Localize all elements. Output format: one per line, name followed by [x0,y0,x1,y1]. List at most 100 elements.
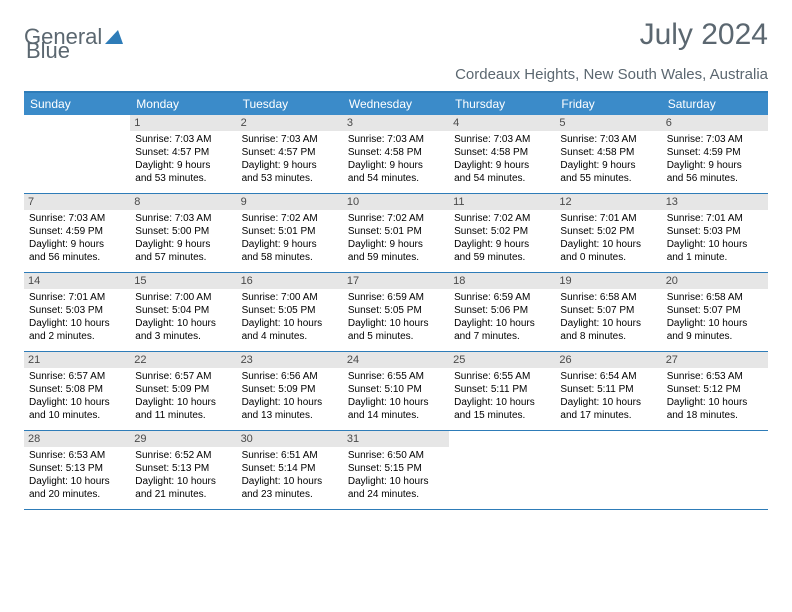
calendar-page: General July 2024 Blue Cordeaux Heights,… [0,0,792,528]
daylight-text: Daylight: 10 hours [560,396,656,409]
sunset-text: Sunset: 5:14 PM [242,462,338,475]
day-number: 24 [343,352,449,368]
day-cell: 20Sunrise: 6:58 AMSunset: 5:07 PMDayligh… [662,273,768,351]
week-row: 14Sunrise: 7:01 AMSunset: 5:03 PMDayligh… [24,273,768,352]
sunrise-text: Sunrise: 6:59 AM [454,291,550,304]
day-header-row: Sunday Monday Tuesday Wednesday Thursday… [24,93,768,115]
day-cell: 11Sunrise: 7:02 AMSunset: 5:02 PMDayligh… [449,194,555,272]
daylight-text: and 56 minutes. [667,172,763,185]
sunset-text: Sunset: 5:04 PM [135,304,231,317]
daylight-text: Daylight: 9 hours [242,238,338,251]
day-number: 21 [24,352,130,368]
daylight-text: and 23 minutes. [242,488,338,501]
logo-triangle-icon [105,24,123,50]
calendar-grid: Sunday Monday Tuesday Wednesday Thursday… [24,91,768,510]
day-number: 12 [555,194,661,210]
day-cell: 10Sunrise: 7:02 AMSunset: 5:01 PMDayligh… [343,194,449,272]
day-number: 26 [555,352,661,368]
daylight-text: and 59 minutes. [454,251,550,264]
daylight-text: Daylight: 10 hours [560,238,656,251]
sunset-text: Sunset: 5:15 PM [348,462,444,475]
day-number: 4 [449,115,555,131]
daylight-text: and 5 minutes. [348,330,444,343]
sunset-text: Sunset: 4:57 PM [242,146,338,159]
daylight-text: and 7 minutes. [454,330,550,343]
daylight-text: and 17 minutes. [560,409,656,422]
daylight-text: and 15 minutes. [454,409,550,422]
daylight-text: Daylight: 10 hours [454,317,550,330]
sunset-text: Sunset: 5:05 PM [242,304,338,317]
sunset-text: Sunset: 4:59 PM [667,146,763,159]
daylight-text: Daylight: 10 hours [667,317,763,330]
head-thursday: Thursday [449,93,555,115]
day-cell: 2Sunrise: 7:03 AMSunset: 4:57 PMDaylight… [237,115,343,193]
day-cell: 3Sunrise: 7:03 AMSunset: 4:58 PMDaylight… [343,115,449,193]
day-cell: 16Sunrise: 7:00 AMSunset: 5:05 PMDayligh… [237,273,343,351]
daylight-text: and 8 minutes. [560,330,656,343]
daylight-text: Daylight: 10 hours [560,317,656,330]
sunrise-text: Sunrise: 7:03 AM [242,133,338,146]
day-cell: 17Sunrise: 6:59 AMSunset: 5:05 PMDayligh… [343,273,449,351]
day-cell: 4Sunrise: 7:03 AMSunset: 4:58 PMDaylight… [449,115,555,193]
sunrise-text: Sunrise: 6:54 AM [560,370,656,383]
daylight-text: Daylight: 10 hours [29,396,125,409]
daylight-text: Daylight: 9 hours [348,238,444,251]
daylight-text: and 55 minutes. [560,172,656,185]
daylight-text: Daylight: 10 hours [667,238,763,251]
head-wednesday: Wednesday [343,93,449,115]
day-cell: 28Sunrise: 6:53 AMSunset: 5:13 PMDayligh… [24,431,130,509]
day-cell: 23Sunrise: 6:56 AMSunset: 5:09 PMDayligh… [237,352,343,430]
day-cell: 5Sunrise: 7:03 AMSunset: 4:58 PMDaylight… [555,115,661,193]
weeks-holder: 1Sunrise: 7:03 AMSunset: 4:57 PMDaylight… [24,115,768,510]
daylight-text: and 13 minutes. [242,409,338,422]
day-cell [449,431,555,509]
daylight-text: and 3 minutes. [135,330,231,343]
day-number: 14 [24,273,130,289]
head-monday: Monday [130,93,236,115]
day-number: 11 [449,194,555,210]
daylight-text: and 54 minutes. [348,172,444,185]
sunset-text: Sunset: 5:01 PM [348,225,444,238]
sunset-text: Sunset: 5:02 PM [454,225,550,238]
head-sunday: Sunday [24,93,130,115]
sunset-text: Sunset: 4:58 PM [348,146,444,159]
sunrise-text: Sunrise: 6:51 AM [242,449,338,462]
sunrise-text: Sunrise: 7:02 AM [454,212,550,225]
daylight-text: Daylight: 10 hours [454,396,550,409]
daylight-text: Daylight: 9 hours [560,159,656,172]
sunrise-text: Sunrise: 7:03 AM [667,133,763,146]
sunset-text: Sunset: 5:02 PM [560,225,656,238]
daylight-text: Daylight: 10 hours [242,317,338,330]
daylight-text: Daylight: 10 hours [667,396,763,409]
day-number: 1 [130,115,236,131]
sunrise-text: Sunrise: 6:59 AM [348,291,444,304]
sunrise-text: Sunrise: 6:57 AM [135,370,231,383]
sunset-text: Sunset: 5:12 PM [667,383,763,396]
daylight-text: and 4 minutes. [242,330,338,343]
daylight-text: Daylight: 9 hours [135,159,231,172]
daylight-text: Daylight: 9 hours [348,159,444,172]
day-number: 15 [130,273,236,289]
sunrise-text: Sunrise: 6:55 AM [348,370,444,383]
week-row: 1Sunrise: 7:03 AMSunset: 4:57 PMDaylight… [24,115,768,194]
sunrise-text: Sunrise: 6:58 AM [667,291,763,304]
sunset-text: Sunset: 4:57 PM [135,146,231,159]
sunrise-text: Sunrise: 7:01 AM [667,212,763,225]
sunrise-text: Sunrise: 7:03 AM [135,133,231,146]
sunset-text: Sunset: 5:09 PM [135,383,231,396]
head-tuesday: Tuesday [237,93,343,115]
day-number: 20 [662,273,768,289]
daylight-text: and 0 minutes. [560,251,656,264]
day-number: 8 [130,194,236,210]
daylight-text: Daylight: 9 hours [667,159,763,172]
day-cell [662,431,768,509]
day-number: 3 [343,115,449,131]
sunset-text: Sunset: 5:11 PM [454,383,550,396]
daylight-text: Daylight: 10 hours [29,317,125,330]
sunrise-text: Sunrise: 7:01 AM [29,291,125,304]
day-number: 5 [555,115,661,131]
sunset-text: Sunset: 4:59 PM [29,225,125,238]
day-number: 29 [130,431,236,447]
day-cell: 25Sunrise: 6:55 AMSunset: 5:11 PMDayligh… [449,352,555,430]
day-cell: 21Sunrise: 6:57 AMSunset: 5:08 PMDayligh… [24,352,130,430]
